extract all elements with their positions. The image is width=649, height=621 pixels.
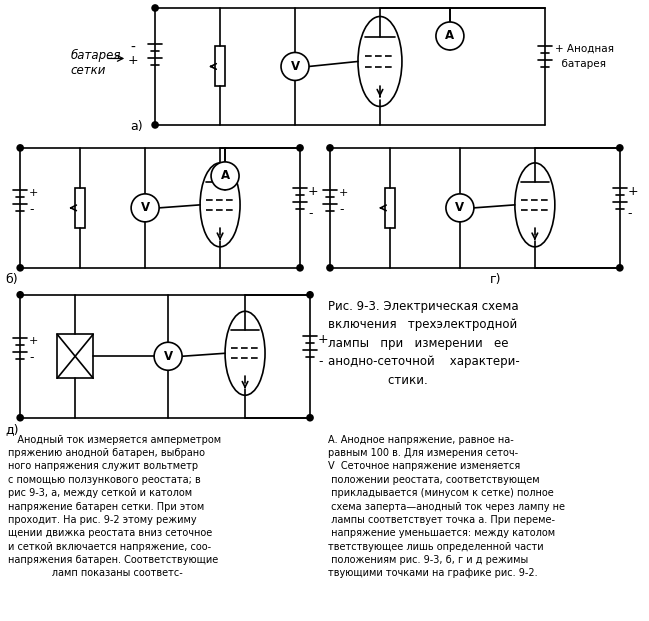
Circle shape — [131, 194, 159, 222]
Text: +: + — [29, 337, 38, 347]
Ellipse shape — [225, 311, 265, 395]
Text: V: V — [164, 350, 173, 363]
Circle shape — [617, 265, 623, 271]
Bar — [215, 47, 225, 86]
Text: Рис. 9-3. Электрическая схема
включения   трехэлектродной
лампы   при   измерени: Рис. 9-3. Электрическая схема включения … — [328, 300, 520, 387]
Ellipse shape — [200, 163, 240, 247]
Text: -: - — [308, 207, 313, 220]
Text: д): д) — [5, 423, 19, 436]
Circle shape — [211, 162, 239, 190]
Text: +: + — [339, 188, 349, 198]
Text: батарея: батарея — [555, 60, 606, 70]
Text: -: - — [130, 40, 136, 55]
Text: А. Анодное напряжение, равное на-
равным 100 в. Для измерения сеточ-
V  Сеточное: А. Анодное напряжение, равное на- равным… — [328, 435, 565, 578]
Text: -: - — [29, 203, 34, 216]
Circle shape — [617, 145, 623, 151]
Circle shape — [154, 342, 182, 370]
Text: +: + — [29, 188, 38, 198]
Ellipse shape — [358, 17, 402, 106]
Circle shape — [327, 265, 333, 271]
Text: A: A — [221, 170, 230, 183]
Text: +: + — [128, 54, 138, 67]
Circle shape — [297, 265, 303, 271]
Circle shape — [436, 22, 464, 50]
Circle shape — [18, 415, 23, 420]
Ellipse shape — [515, 163, 555, 247]
Text: V: V — [291, 60, 300, 73]
Text: -: - — [29, 351, 34, 365]
Text: -: - — [339, 203, 343, 216]
Circle shape — [18, 145, 23, 151]
Text: Анодный ток измеряется амперметром
пряжению анодной батарен, выбрано
ного напряж: Анодный ток измеряется амперметром пряже… — [8, 435, 221, 578]
Text: а): а) — [130, 120, 143, 133]
Text: б): б) — [5, 273, 18, 286]
Circle shape — [152, 5, 158, 11]
Circle shape — [327, 145, 333, 151]
Text: батарея
сетки: батарея сетки — [70, 48, 121, 76]
Circle shape — [152, 122, 158, 128]
Text: V: V — [456, 201, 465, 214]
Circle shape — [281, 52, 309, 81]
Circle shape — [297, 145, 303, 151]
Text: A: A — [445, 29, 454, 42]
Text: -: - — [318, 355, 323, 368]
Circle shape — [307, 292, 313, 298]
Text: г): г) — [490, 273, 502, 286]
Circle shape — [18, 292, 23, 298]
Bar — [75, 188, 85, 228]
Text: +: + — [628, 185, 639, 198]
Text: +: + — [308, 185, 319, 198]
Bar — [385, 188, 395, 228]
Circle shape — [18, 265, 23, 271]
Bar — [57, 334, 93, 378]
Circle shape — [446, 194, 474, 222]
Text: V: V — [141, 201, 150, 214]
Text: +: + — [318, 333, 328, 347]
Circle shape — [307, 415, 313, 420]
Text: -: - — [628, 207, 632, 220]
Text: + Анодная: + Анодная — [555, 43, 614, 53]
